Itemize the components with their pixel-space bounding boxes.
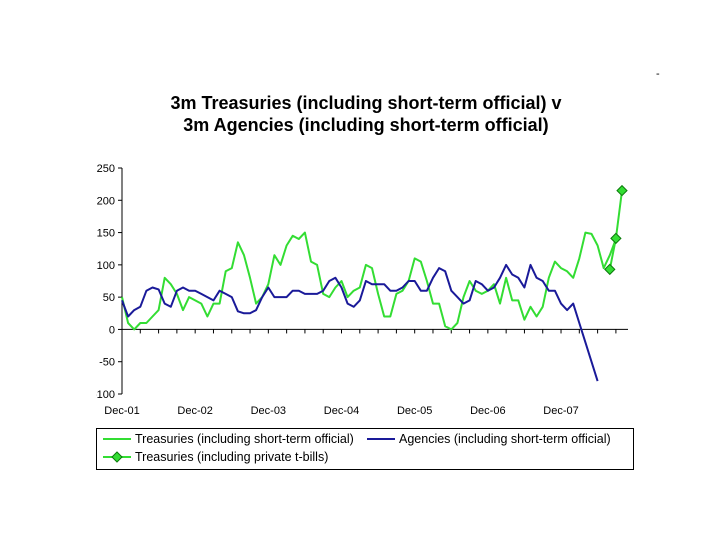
data-point-marker xyxy=(604,263,616,276)
data-point-marker xyxy=(610,232,622,245)
legend-line-icon xyxy=(103,438,131,440)
chart-plot: 250 200 150 100 50 0 -50 -100 Dec-01 Dec-02 Dec-03… xyxy=(96,163,628,417)
x-tick-label: Dec-03 xyxy=(251,405,286,417)
x-tick-label: Dec-07 xyxy=(543,405,578,417)
x-tick-label: Dec-04 xyxy=(324,405,359,417)
series-line-1 xyxy=(121,231,617,331)
legend-item-agencies: Agencies (including short-term official) xyxy=(367,432,611,446)
y-tick-label: 150 xyxy=(97,228,115,240)
legend-label: Treasuries (including private t-bills) xyxy=(135,450,329,464)
chart-title-line-1: 3m Treasuries (including short-term offi… xyxy=(170,93,562,113)
legend-diamond-line-icon xyxy=(103,451,131,463)
chart-area: 250 200 150 100 50 0 -50 -100 Dec-01 Dec-02 Dec-03… xyxy=(96,80,636,476)
y-tick-label: 250 xyxy=(97,163,115,175)
chart-title: 3m Treasuries (including short-term offi… xyxy=(96,92,636,136)
y-tick-label: 0 xyxy=(109,324,115,336)
chart-title-line-2: 3m Agencies (including short-term offici… xyxy=(183,115,549,135)
chart-legend: Treasuries (including short-term officia… xyxy=(96,428,634,470)
corner-mark: - xyxy=(656,68,660,80)
y-tick-label: 50 xyxy=(103,292,115,304)
series-layer xyxy=(121,184,628,382)
series-line-2 xyxy=(121,263,599,382)
x-tick-label: Dec-05 xyxy=(397,405,432,417)
y-tick-label: -100 xyxy=(96,389,115,401)
legend-line-icon xyxy=(367,438,395,440)
legend-label: Treasuries (including short-term officia… xyxy=(135,432,354,446)
x-tick-label: Dec-01 xyxy=(104,405,139,417)
data-point-marker xyxy=(616,184,628,197)
y-tick-label: 100 xyxy=(97,260,115,272)
series-line-3 xyxy=(608,190,623,270)
legend-item-treasuries-private: Treasuries (including private t-bills) xyxy=(103,450,328,464)
x-tick-label: Dec-02 xyxy=(177,405,212,417)
y-tick-label: -50 xyxy=(99,357,115,369)
y-tick-label: 200 xyxy=(97,195,115,207)
x-tick-label: Dec-06 xyxy=(470,405,505,417)
axes: 250 200 150 100 50 0 -50 -100 Dec-01 Dec-02 Dec-03… xyxy=(96,163,628,417)
legend-label: Agencies (including short-term official) xyxy=(399,432,611,446)
legend-item-treasuries: Treasuries (including short-term officia… xyxy=(103,432,354,446)
